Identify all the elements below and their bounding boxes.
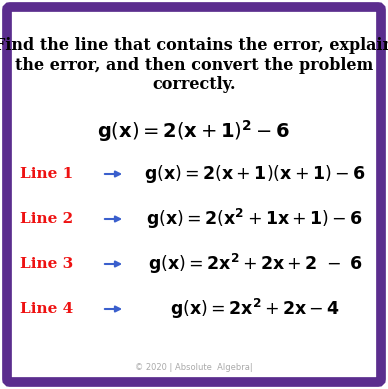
- Text: Line 1: Line 1: [20, 167, 73, 181]
- Text: Find the line that contains the error, explain
the error, and then convert the p: Find the line that contains the error, e…: [0, 37, 388, 93]
- Text: Line 4: Line 4: [20, 302, 73, 316]
- Text: © 2020 | Absolute  Algebra|: © 2020 | Absolute Algebra|: [135, 363, 253, 371]
- Text: $\mathbf{g}(\mathbf{x}) = \mathbf{2}(\mathbf{x}^{\mathbf{2}}+\mathbf{1x}+\mathbf: $\mathbf{g}(\mathbf{x}) = \mathbf{2}(\ma…: [146, 207, 364, 231]
- Text: Line 3: Line 3: [20, 257, 73, 271]
- FancyBboxPatch shape: [7, 7, 381, 382]
- Text: $\mathbf{g}(\mathbf{x}) = \mathbf{2x}^{\mathbf{2}}+\mathbf{2x}-\mathbf{4}$: $\mathbf{g}(\mathbf{x}) = \mathbf{2x}^{\…: [170, 297, 340, 321]
- Text: $\mathbf{g}(\mathbf{x}) = \mathbf{2}(\mathbf{x}+\mathbf{1})^{\mathbf{2}} - \math: $\mathbf{g}(\mathbf{x}) = \mathbf{2}(\ma…: [97, 118, 291, 144]
- Text: $\mathbf{g}(\mathbf{x}) = \mathbf{2}(\mathbf{x}+\mathbf{1})(\mathbf{x}+\mathbf{1: $\mathbf{g}(\mathbf{x}) = \mathbf{2}(\ma…: [144, 163, 366, 185]
- Text: Line 2: Line 2: [20, 212, 73, 226]
- Text: $\mathbf{g}(\mathbf{x}) = \mathbf{2x}^{\mathbf{2}}+\mathbf{2x}+\mathbf{2}\ -\ \m: $\mathbf{g}(\mathbf{x}) = \mathbf{2x}^{\…: [147, 252, 362, 276]
